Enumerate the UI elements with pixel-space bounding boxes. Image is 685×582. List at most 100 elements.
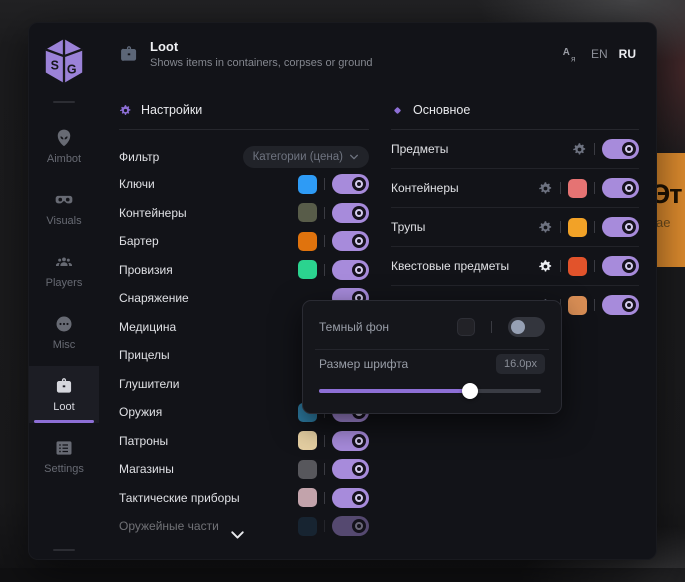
category-color-swatch[interactable] — [298, 260, 317, 280]
gear-icon[interactable] — [538, 181, 553, 196]
sidebar-item-label: Players — [45, 277, 83, 289]
group-color-swatch[interactable] — [568, 295, 587, 315]
svg-text:я: я — [571, 55, 575, 64]
category-color-swatch[interactable] — [298, 488, 317, 508]
loot-category-row: Патроны — [119, 427, 369, 456]
category-label: Тактические приборы — [119, 490, 240, 505]
group-toggle[interactable] — [602, 178, 639, 198]
dark-bg-label: Темный фон — [319, 320, 390, 334]
font-size-value: 16.0px — [495, 354, 545, 374]
section-title: Настройки — [141, 103, 203, 117]
main-section-header: Основное — [391, 103, 639, 130]
esp-group-row: Квестовые предметы — [391, 247, 639, 286]
category-label: Оружия — [119, 405, 163, 420]
scroll-more-chevron-icon[interactable] — [227, 524, 248, 545]
group-label: Квестовые предметы — [391, 259, 510, 273]
category-color-swatch[interactable] — [298, 516, 317, 536]
group-toggle[interactable] — [602, 295, 639, 315]
group-toggle[interactable] — [602, 217, 639, 237]
settings-list-icon — [56, 441, 72, 455]
players-icon — [56, 257, 72, 266]
gear-icon[interactable] — [572, 142, 587, 157]
sidebar-item-misc[interactable]: Misc — [29, 304, 99, 361]
control-divider — [324, 263, 325, 276]
category-color-swatch[interactable] — [298, 459, 317, 479]
sidebar-item-visuals[interactable]: Visuals — [29, 180, 99, 237]
diamond-icon — [391, 104, 404, 117]
control-divider — [324, 434, 325, 447]
loot-category-row: Магазины — [119, 455, 369, 484]
settings-section-header: Настройки — [119, 103, 369, 130]
goggles-icon — [55, 195, 73, 204]
toggle-knob — [622, 220, 636, 234]
toggle-knob — [352, 433, 366, 448]
briefcase-icon — [119, 44, 139, 64]
toggle-knob — [352, 262, 366, 277]
esp-group-row: Трупы — [391, 208, 639, 247]
loot-category-row: Тактические приборы — [119, 484, 369, 513]
sidebar-divider — [53, 101, 75, 103]
category-color-swatch[interactable] — [298, 174, 317, 194]
cheat-menu-window: S G Aimbot Visuals Players Mi — [28, 22, 657, 560]
lang-button-ru[interactable]: RU — [618, 47, 636, 61]
category-toggle[interactable] — [332, 202, 369, 223]
filter-row: Фильтр Категории (цена) — [119, 144, 369, 170]
alien-icon — [57, 129, 71, 147]
category-toggle[interactable] — [332, 259, 369, 280]
category-label: Ключи — [119, 177, 155, 192]
sidebar-item-label: Loot — [53, 401, 75, 413]
toggle-knob — [352, 205, 366, 220]
content-area: Loot Shows items in containers, corpses … — [99, 23, 656, 559]
control-divider — [560, 221, 561, 233]
control-divider — [594, 143, 595, 155]
category-toggle[interactable] — [332, 487, 369, 508]
briefcase-icon — [56, 378, 72, 393]
toggle-knob — [352, 490, 366, 505]
page-subtitle: Shows items in containers, corpses or gr… — [150, 57, 373, 69]
category-color-swatch[interactable] — [298, 203, 317, 223]
filter-dropdown[interactable]: Категории (цена) — [242, 146, 369, 168]
sidebar-item-loot[interactable]: Loot — [29, 366, 99, 423]
slider-knob[interactable] — [462, 383, 479, 399]
category-color-swatch[interactable] — [298, 431, 317, 451]
group-color-swatch[interactable] — [568, 178, 587, 198]
category-toggle[interactable] — [332, 430, 369, 451]
dark-bg-toggle[interactable] — [508, 317, 545, 337]
sidebar-item-players[interactable]: Players — [29, 242, 99, 299]
sidebar-item-label: Aimbot — [46, 153, 82, 165]
group-label: Контейнеры — [391, 181, 459, 195]
lang-button-en[interactable]: EN — [590, 47, 608, 61]
sidebar-divider — [53, 549, 75, 551]
dark-bg-color-swatch[interactable] — [457, 318, 475, 336]
control-divider — [491, 321, 492, 333]
category-label: Снаряжение — [119, 291, 189, 306]
control-divider — [324, 520, 325, 533]
chevron-down-icon — [350, 154, 358, 160]
category-label: Медицина — [119, 319, 177, 334]
sidebar: S G Aimbot Visuals Players Mi — [29, 23, 99, 559]
gear-icon[interactable] — [538, 259, 553, 274]
toggle-knob — [352, 234, 366, 249]
group-color-swatch[interactable] — [568, 256, 587, 276]
esp-group-row: Контейнеры — [391, 169, 639, 208]
group-toggle[interactable] — [602, 256, 639, 276]
esp-group-list: Предметы — [391, 130, 639, 324]
loot-category-row: Провизия — [119, 256, 369, 285]
font-size-slider[interactable] — [319, 383, 545, 399]
group-color-swatch[interactable] — [568, 217, 587, 237]
font-size-row: Размер шрифта 16.0px — [319, 354, 545, 374]
group-toggle[interactable] — [602, 139, 639, 159]
sidebar-item-aimbot[interactable]: Aimbot — [29, 118, 99, 175]
gear-icon[interactable] — [538, 220, 553, 235]
sidebar-item-settings[interactable]: Settings — [29, 428, 99, 485]
category-toggle[interactable] — [332, 231, 369, 252]
control-divider — [594, 182, 595, 194]
dark-bg-row: Темный фон — [319, 307, 545, 347]
category-label: Провизия — [119, 262, 173, 277]
category-toggle[interactable] — [332, 174, 369, 195]
category-toggle[interactable] — [332, 516, 369, 537]
category-label: Прицелы — [119, 348, 170, 363]
popup-divider — [315, 349, 549, 350]
category-toggle[interactable] — [332, 459, 369, 480]
category-color-swatch[interactable] — [298, 231, 317, 251]
